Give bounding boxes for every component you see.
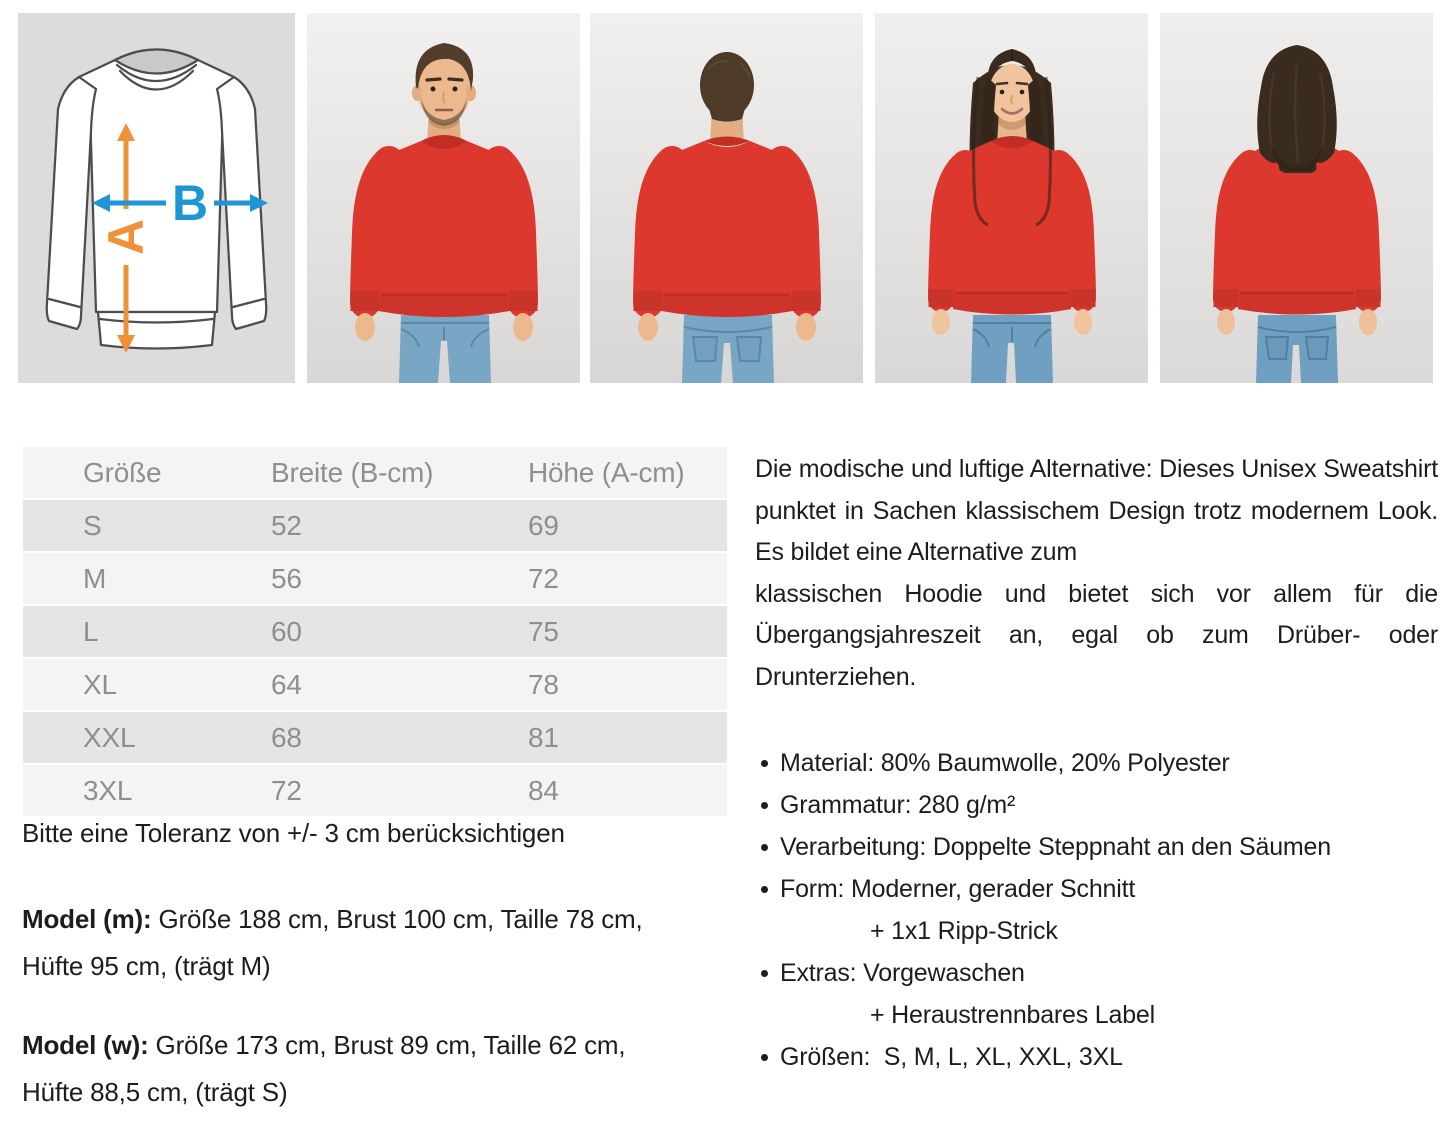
feature-groessen: Größen: S, M, L, XL, XXL, 3XL	[755, 1036, 1445, 1078]
size-cell: L	[83, 615, 99, 647]
hoehe-cell: 78	[528, 668, 559, 700]
table-row: S 52 69	[23, 498, 727, 551]
male-back-figure	[633, 52, 821, 383]
column-header-breite: Breite (B-cm)	[271, 456, 434, 488]
feature-extras: Extras: Vorgewaschen	[755, 952, 1445, 994]
model-w-details: Größe 173 cm, Brust 89 cm, Taille 62 cm,…	[22, 1030, 626, 1107]
breite-cell: 64	[271, 668, 302, 700]
female-model-back-illustration	[1160, 13, 1433, 383]
hoehe-cell: 84	[528, 774, 559, 806]
size-cell: S	[83, 509, 102, 541]
feature-text: Verarbeitung: Doppelte Steppnaht an den …	[780, 833, 1331, 861]
bullet-dot-icon	[761, 886, 768, 893]
bullet-dot-icon	[761, 802, 768, 809]
table-row: M 56 72	[23, 551, 727, 604]
feature-form-sub: + 1x1 Ripp-Strick	[870, 917, 1058, 945]
female-back-figure	[1213, 45, 1381, 383]
description-paragraph-2: klassischen Hoodie und bietet sich vor a…	[755, 579, 1438, 691]
hoehe-cell: 81	[528, 721, 559, 753]
feature-list: Material: 80% Baumwolle, 20% Polyester G…	[755, 742, 1445, 1078]
model-m-label: Model (m):	[22, 904, 152, 934]
female-model-front-photo	[875, 13, 1148, 383]
male-model-front-photo	[307, 13, 580, 383]
size-cell: XXL	[83, 721, 136, 753]
table-row: 3XL 72 84	[23, 763, 727, 816]
female-front-figure	[928, 49, 1096, 383]
width-arrow-label: B	[172, 175, 208, 231]
hoehe-cell: 72	[528, 562, 559, 594]
sweatshirt-measurement-diagram: A B	[18, 13, 295, 383]
hoehe-cell: 75	[528, 615, 559, 647]
width-arrow-b: B	[92, 175, 268, 231]
size-cell: M	[83, 562, 107, 594]
height-arrow-label: A	[98, 219, 154, 255]
size-cell: XL	[83, 668, 117, 700]
feature-text: Form: Moderner, gerader Schnitt	[780, 875, 1136, 903]
model-m-info: Model (m): Größe 188 cm, Brust 100 cm, T…	[22, 896, 740, 990]
female-model-front-illustration	[875, 13, 1148, 383]
tolerance-note: Bitte eine Toleranz von +/- 3 cm berücks…	[22, 818, 565, 848]
model-w-info: Model (w): Größe 173 cm, Brust 89 cm, Ta…	[22, 1022, 740, 1116]
sweatshirt-outline	[45, 48, 268, 350]
feature-extras-sub: + Heraustrennbares Label	[870, 1001, 1155, 1029]
table-row: L 60 75	[23, 604, 727, 657]
table-row: XXL 68 81	[23, 710, 727, 763]
feature-text: Größen: S, M, L, XL, XXL, 3XL	[780, 1043, 1123, 1071]
feature-material: Material: 80% Baumwolle, 20% Polyester	[755, 742, 1445, 784]
breite-cell: 68	[271, 721, 302, 753]
feature-text: Grammatur: 280 g/m²	[780, 791, 1016, 819]
model-m-details: Größe 188 cm, Brust 100 cm, Taille 78 cm…	[22, 904, 643, 981]
table-row: XL 64 78	[23, 657, 727, 710]
bullet-dot-icon	[761, 970, 768, 977]
breite-cell: 52	[271, 509, 302, 541]
description-paragraph-1: Die modische und luftige Alternative: Di…	[755, 455, 1438, 566]
feature-text: Material: 80% Baumwolle, 20% Polyester	[780, 749, 1230, 777]
size-diagram-image: A B	[18, 13, 295, 383]
size-cell: 3XL	[83, 774, 133, 806]
feature-grammatur: Grammatur: 280 g/m²	[755, 784, 1445, 826]
male-model-front-illustration	[307, 13, 580, 383]
breite-cell: 56	[271, 562, 302, 594]
breite-cell: 72	[271, 774, 302, 806]
bullet-dot-icon	[761, 1054, 768, 1061]
male-model-back-illustration	[590, 13, 863, 383]
feature-form: Form: Moderner, gerader Schnitt	[755, 868, 1445, 910]
hoehe-cell: 69	[528, 509, 559, 541]
male-front-figure	[350, 43, 538, 383]
product-description: Die modische und luftige Alternative: Di…	[755, 449, 1438, 698]
column-header-hoehe: Höhe (A-cm)	[528, 456, 685, 488]
bullet-dot-icon	[761, 844, 768, 851]
feature-text: Extras: Vorgewaschen	[780, 959, 1025, 987]
size-table: Größe Breite (B-cm) Höhe (A-cm) S 52 69 …	[23, 447, 727, 816]
column-header-groesse: Größe	[83, 456, 162, 488]
bullet-dot-icon	[761, 760, 768, 767]
breite-cell: 60	[271, 615, 302, 647]
feature-verarbeitung: Verarbeitung: Doppelte Steppnaht an den …	[755, 826, 1445, 868]
model-w-label: Model (w):	[22, 1030, 149, 1060]
male-model-back-photo	[590, 13, 863, 383]
height-arrow-a: A	[98, 123, 154, 353]
female-model-back-photo	[1160, 13, 1433, 383]
size-table-header-row: Größe Breite (B-cm) Höhe (A-cm)	[23, 447, 727, 498]
